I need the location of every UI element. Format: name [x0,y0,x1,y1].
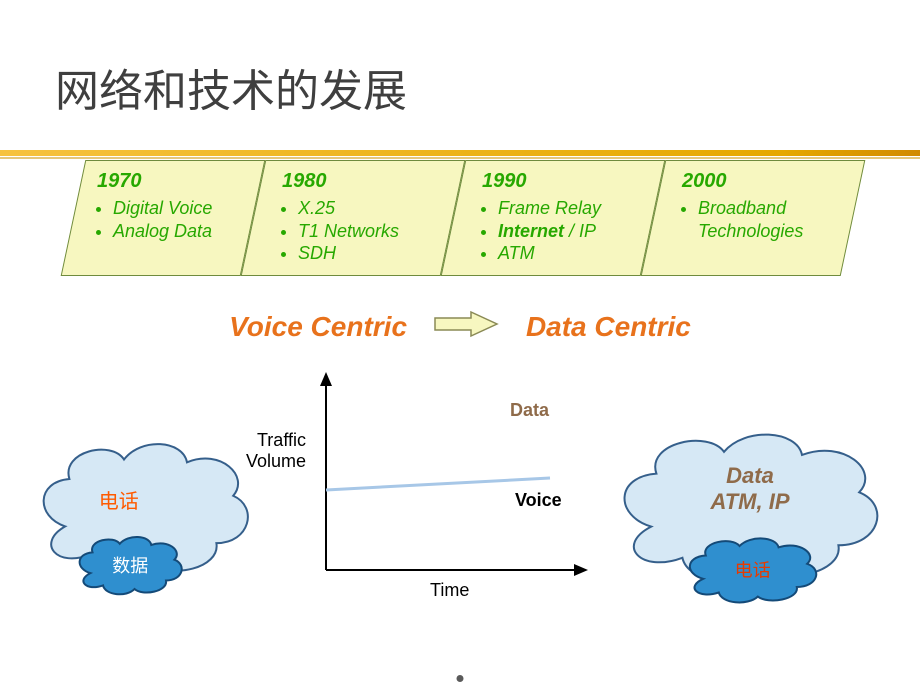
outer-cloud-label: 电话 [99,490,139,513]
timeline-item: T1 Networks [298,220,438,243]
data-centric-label: Data Centric [526,311,691,343]
timeline-item: Analog Data [113,220,233,243]
timeline-item: ATM [498,242,638,265]
timeline-items: Frame RelayInternet / IPATM [476,197,638,265]
voice-series-label: Voice [515,490,562,511]
slide-title: 网络和技术的发展 [55,55,407,119]
title-underline [0,150,920,160]
timeline-items: X.25T1 NetworksSDH [276,197,438,265]
voice-centric-label: Voice Centric [229,311,407,343]
outer-cloud-label: ATM, IP [709,489,789,514]
timeline-item: Frame Relay [498,197,638,220]
data-centric-cloud: 电话 DataATM, IP [620,430,880,620]
timeline-content: 1990 Frame RelayInternet / IPATM [458,160,648,276]
timeline-content: 1970 Digital VoiceAnalog Data [73,160,243,276]
timeline-year: 2000 [682,170,838,193]
timeline-year: 1990 [482,170,638,193]
timeline-items: Broadband Technologies [676,197,838,242]
outer-cloud-label: Data [726,463,774,488]
inner-cloud-label: 电话 [735,561,771,581]
timeline-item: Internet / IP [498,220,638,243]
page-indicator-dot [457,675,464,682]
timeline-item: Digital Voice [113,197,233,220]
x-axis-label: Time [430,580,469,601]
arrow-right-icon [433,310,499,343]
timeline-item: SDH [298,242,438,265]
timeline-item: X.25 [298,197,438,220]
timeline-item: Broadband Technologies [698,197,838,242]
centric-row: Voice Centric Data Centric [0,310,920,343]
timeline: 1970 Digital VoiceAnalog Data 1980 X.25T1 N… [48,160,863,276]
data-series-label: Data [510,400,549,421]
timeline-year: 1980 [282,170,438,193]
timeline-year: 1970 [97,170,233,193]
timeline-content: 2000 Broadband Technologies [658,160,848,276]
timeline-content: 1980 X.25T1 NetworksSDH [258,160,448,276]
traffic-chart: TrafficVolume Time Data Voice [310,370,600,605]
voice-centric-cloud: 数据 电话 [40,440,250,610]
timeline-items: Digital VoiceAnalog Data [91,197,233,242]
inner-cloud-label: 数据 [112,556,148,576]
